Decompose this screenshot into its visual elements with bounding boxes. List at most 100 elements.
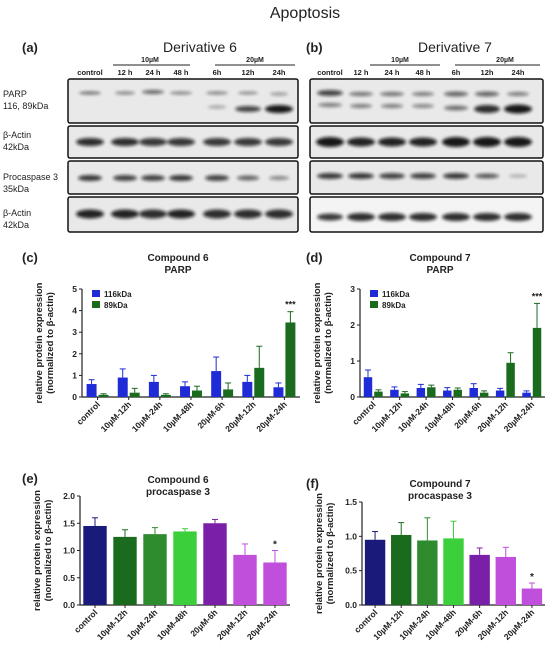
blot-strip <box>309 160 544 195</box>
bar <box>173 531 197 605</box>
y-axis-label-line1: relative protein expression <box>32 490 43 611</box>
blot-band <box>237 175 259 181</box>
panel-letter: (c) <box>22 250 38 265</box>
blot-band <box>238 91 258 95</box>
bar <box>143 534 167 605</box>
panel-a-group2: 20µM <box>246 57 264 64</box>
bar <box>203 523 227 605</box>
bar <box>273 387 284 397</box>
bar <box>83 525 107 605</box>
blot-band <box>379 173 405 179</box>
chart-subtitle: procaspase 3 <box>146 487 210 498</box>
panel-letter: (d) <box>306 250 323 265</box>
bar <box>391 534 412 605</box>
blot-band <box>347 213 375 221</box>
blot-band <box>76 209 104 219</box>
blot-band <box>169 175 193 181</box>
blot-frame <box>67 78 299 124</box>
figure-title: Apoptosis <box>270 5 340 22</box>
bar <box>443 390 452 397</box>
legend-swatch <box>92 290 100 297</box>
blot-band <box>316 137 344 147</box>
legend-label: 116kDa <box>382 290 410 299</box>
blot-band <box>265 209 293 219</box>
blot-band <box>235 106 261 112</box>
bar <box>254 367 265 397</box>
blot-strip <box>67 125 299 159</box>
x-tick-label: 10µM-12h <box>95 607 130 642</box>
legend-swatch <box>370 290 378 297</box>
bar <box>160 394 171 397</box>
bar <box>117 377 128 397</box>
blot-strip <box>67 78 299 124</box>
x-tick-label: control <box>75 399 102 426</box>
y-axis-label-line2: (normalized to β-actin) <box>323 292 334 394</box>
y-tick-label: 1.0 <box>345 531 357 541</box>
x-tick-label: 20µM-6h <box>195 399 226 430</box>
row-label-actin-2-kda: 42kDa <box>3 220 29 230</box>
y-axis-label-line2: (normalized to β-actin) <box>45 292 56 394</box>
bar <box>522 392 531 397</box>
y-tick-label: 0.5 <box>63 573 75 583</box>
blot-band <box>444 91 468 97</box>
x-tick-label: control <box>72 607 99 634</box>
y-tick-label: 2 <box>350 320 355 330</box>
panel-b-title: Derivative 7 <box>418 39 492 55</box>
lane-label: control <box>77 68 102 77</box>
legend-swatch <box>92 301 100 308</box>
y-axis-label-line1: relative protein expression <box>314 493 325 614</box>
y-tick-label: 0 <box>72 392 77 402</box>
significance-label: *** <box>285 300 296 310</box>
y-tick-label: 2 <box>72 349 77 359</box>
row-label-procaspase: Procaspase 3 <box>3 172 58 182</box>
blot-band <box>115 91 135 95</box>
bar <box>495 390 505 397</box>
blot-strip <box>309 125 544 159</box>
y-tick-label: 1 <box>350 356 355 366</box>
blot-band <box>111 209 139 219</box>
bar <box>469 388 478 397</box>
y-axis-label: relative protein expression(normalized t… <box>312 282 334 403</box>
blot-band <box>265 138 293 146</box>
blot-band <box>412 104 434 108</box>
y-tick-label: 3 <box>350 284 355 294</box>
bar <box>521 588 543 605</box>
blot-strip <box>67 160 299 195</box>
y-axis-label: relative protein expression(normalized t… <box>314 493 336 614</box>
bar <box>427 387 436 397</box>
blot-band <box>139 138 167 146</box>
panel-a-title: Derivative 6 <box>163 39 237 55</box>
y-tick-label: 4 <box>72 306 77 316</box>
blot-band <box>473 137 501 147</box>
lane-label: 12 h <box>117 68 132 77</box>
blot-band <box>270 92 288 96</box>
blot-row-labels: PARP 116, 89kDa β-Actin 42kDa Procaspase… <box>3 89 58 230</box>
y-tick-label: 1.0 <box>63 546 75 556</box>
bar <box>532 327 542 397</box>
blot-band <box>442 137 470 147</box>
blot-band <box>78 175 102 181</box>
bar <box>390 389 399 397</box>
blot-band <box>475 173 499 179</box>
x-tick-label: 10µM-48h <box>161 399 196 434</box>
bar <box>469 554 490 605</box>
blot-band <box>167 138 195 146</box>
bar <box>223 389 234 397</box>
blot-band <box>443 173 469 179</box>
bar <box>211 371 222 397</box>
x-tick-label: 10µM-24h <box>130 399 165 434</box>
panel-a-letter: (a) <box>22 40 38 55</box>
bar <box>148 381 159 397</box>
blot-band <box>234 209 262 219</box>
panel-a-lane-labels: control 12 h 24 h 48 h 6h 12h 24h <box>77 68 286 77</box>
row-label-procaspase-kda: 35kDa <box>3 184 29 194</box>
y-axis-label: relative protein expression(normalized t… <box>34 282 56 403</box>
y-tick-label: 3 <box>72 327 77 337</box>
panel-letter: (e) <box>22 471 38 486</box>
row-label-actin-2: β-Actin <box>3 208 31 218</box>
panel-b-letter: (b) <box>306 40 323 55</box>
blot-band <box>350 104 372 108</box>
lane-label: 24 h <box>145 68 160 77</box>
